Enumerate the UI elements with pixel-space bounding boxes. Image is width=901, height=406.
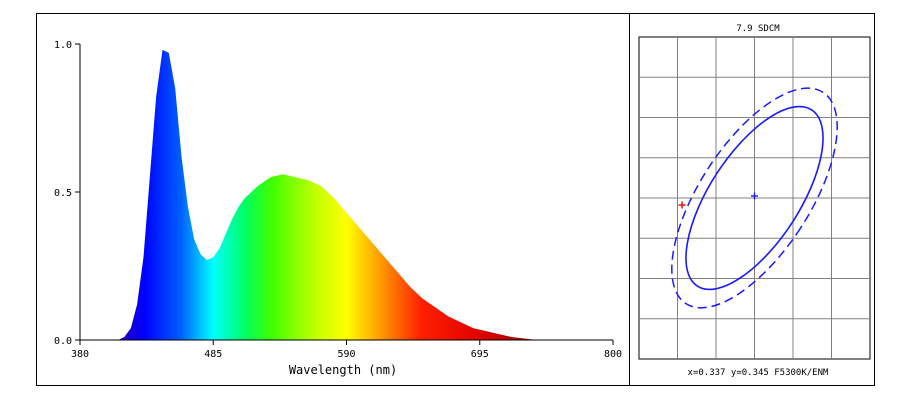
sdcm-title: 7.9 SDCM — [736, 24, 780, 34]
x-tick-label: 380 — [71, 349, 89, 360]
sdcm-measured-marker — [678, 201, 686, 209]
spectrum-area — [80, 49, 613, 341]
sdcm-ellipse-dashed — [671, 87, 838, 309]
x-tick-label: 485 — [204, 349, 222, 360]
spectrum-chart: 380 485 590 695 800 0.0 0.5 1.0 Wavelength (nm) — [54, 40, 622, 377]
sdcm-chart: 7.9 SDCM x=0.337 y=0.345 F5300K/ENM — [638, 24, 871, 378]
sdcm-center-marker — [751, 192, 758, 200]
x-axis-title: Wavelength (nm) — [289, 363, 397, 377]
spectrum-panel: 380 485 590 695 800 0.0 0.5 1.0 Wavelength (nm) — [36, 13, 630, 386]
sdcm-panel: 7.9 SDCM x=0.337 y=0.345 F5300K/ENM — [629, 13, 875, 386]
y-tick-label: 0.0 — [54, 336, 72, 347]
x-tick-label: 695 — [471, 349, 489, 360]
y-tick-label: 1.0 — [54, 40, 72, 51]
x-tick-label: 590 — [337, 349, 355, 360]
sdcm-caption: x=0.337 y=0.345 F5300K/ENM — [688, 368, 829, 378]
y-tick-label: 0.5 — [54, 188, 72, 199]
x-tick-label: 800 — [604, 349, 622, 360]
sdcm-ellipse-solid — [685, 105, 824, 291]
